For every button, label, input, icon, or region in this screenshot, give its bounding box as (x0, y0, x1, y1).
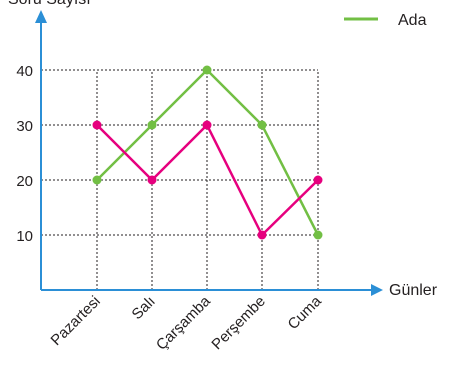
series-1-point (313, 230, 323, 240)
x-axis-label: Günler (389, 282, 438, 299)
axes (35, 10, 383, 296)
x-tick-label: Salı (129, 293, 159, 323)
series-layer (92, 65, 323, 240)
y-tick-label: 10 (16, 228, 33, 245)
series-2-point (313, 175, 323, 185)
x-tick-label: Cuma (285, 292, 326, 333)
x-tick-label: Perşembe (208, 293, 268, 353)
y-axis-label: Soru Sayısı (8, 0, 91, 8)
y-tick-labels: 10 20 30 40 (16, 63, 33, 245)
series-2-point (147, 175, 157, 185)
x-tick-label: Pazartesi (48, 293, 104, 349)
series-2-point (202, 120, 212, 130)
y-tick-label: 40 (16, 63, 33, 80)
y-tick-label: 20 (16, 173, 33, 190)
y-axis-arrow (35, 10, 47, 23)
series-1-point (147, 120, 157, 130)
legend: Ada (344, 12, 427, 29)
x-axis-arrow (371, 284, 383, 296)
x-tick-label: Çarşamba (153, 292, 214, 353)
series-1-point (257, 120, 267, 130)
series-1-point (202, 65, 212, 75)
series-2-point (257, 230, 267, 240)
grid-lines (41, 69, 319, 290)
y-tick-label: 30 (16, 118, 33, 135)
series-2-point (92, 120, 102, 130)
legend-label-ada: Ada (398, 12, 427, 29)
series-1-point (92, 175, 102, 185)
